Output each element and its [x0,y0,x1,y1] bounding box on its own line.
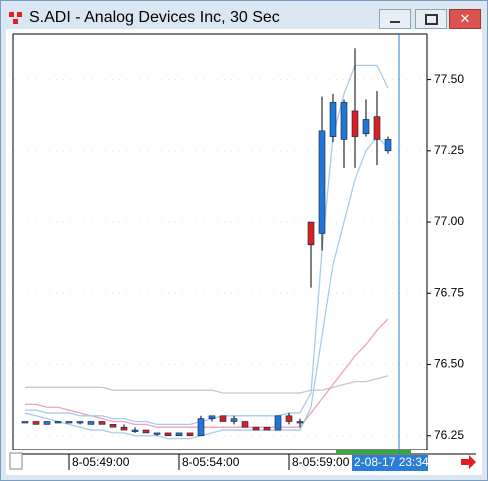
y-tick-label: 77.50 [434,72,464,86]
candle-body [230,418,238,422]
cursor-label-bg [352,455,428,471]
candle-body [142,429,150,434]
cursor-label: 2-08-17 23:34:00 [354,455,446,469]
candle-body [43,421,51,425]
candle-body [54,421,62,424]
moving-average-line [25,64,389,426]
scroll-right-arrow[interactable] [461,455,476,469]
candle-body [351,110,359,137]
candle-body [153,432,161,435]
candle-body [109,424,117,428]
candle-body [120,426,128,431]
candle-body [131,429,139,432]
candle-body [263,426,271,431]
moving-average-line [25,375,389,394]
scroll-box[interactable] [9,452,23,470]
candle-body [208,415,216,419]
candle-body [329,102,337,137]
chart: 76.25 76.50 76.75 77.00 77.25 77.50 8-05:49:00… [6,29,482,475]
candle-body [285,415,293,422]
candle-body [296,421,304,424]
candle-body [98,421,106,425]
candle-body [32,421,40,425]
y-tick-label: 77.00 [434,214,464,228]
candle-body [76,421,84,424]
x-tick-label: 8-05:59:00 [292,455,350,469]
candle-body [362,119,370,135]
x-tick-label: 8-05:54:00 [182,455,240,469]
candle-body [65,421,73,424]
candle-body [274,415,282,431]
moving-average-line [25,318,389,428]
candle-body [307,221,315,246]
y-tick-label: 76.25 [434,428,464,442]
session-bar [336,450,411,454]
candle-body [21,421,29,424]
candle-body [318,130,326,234]
candle-body [164,432,172,437]
restore-button[interactable] [415,9,447,29]
x-tick-label: 8-05:49:00 [72,455,130,469]
close-button[interactable]: ✕ [449,9,481,29]
candle-body [373,116,381,140]
candle-body [241,421,249,428]
minimize-button[interactable] [379,9,411,29]
y-tick-label: 76.75 [434,285,464,299]
candle-body [175,432,183,437]
candle-body [87,421,95,425]
y-tick-label: 77.25 [434,143,464,157]
candle-body [384,139,392,152]
moving-average-line [24,135,389,440]
candle-body [197,418,205,437]
candle-body [252,426,260,431]
app-icon [9,12,22,24]
window-title: S.ADI - Analog Devices Inc, 30 Sec [29,9,280,26]
y-tick-label: 76.50 [434,357,464,371]
candle-body [219,415,227,422]
candle-body [186,432,194,437]
candle-body [340,102,348,140]
